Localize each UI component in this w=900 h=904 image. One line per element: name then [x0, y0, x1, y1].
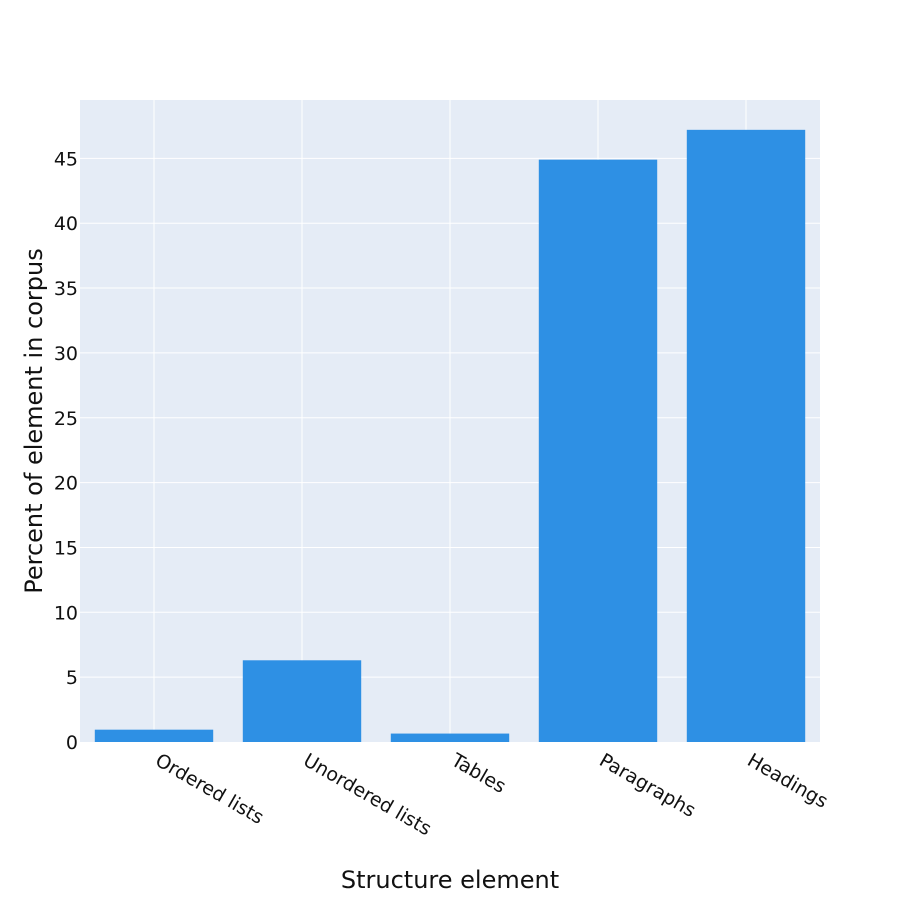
- x-tick-label: Unordered lists: [300, 749, 436, 840]
- y-tick-label: 0: [66, 732, 78, 754]
- y-tick-label: 45: [54, 148, 78, 170]
- y-tick-label: 20: [54, 473, 78, 495]
- x-tick-label: Paragraphs: [596, 749, 700, 822]
- bar-paragraphs: [538, 159, 658, 743]
- bar-unordered-lists: [242, 660, 362, 742]
- y-tick-label: 40: [54, 213, 78, 235]
- y-tick-label: 5: [66, 667, 78, 689]
- y-axis-ticks: 0 5 10 15 20 25 30 35 40 45: [54, 148, 78, 754]
- x-tick-label: Headings: [744, 749, 832, 813]
- y-tick-label: 10: [54, 602, 78, 624]
- bar-headings: [686, 129, 806, 742]
- x-axis-title: Structure element: [341, 866, 559, 894]
- x-tick-label: Ordered lists: [152, 749, 268, 829]
- y-tick-label: 35: [54, 278, 78, 300]
- bar-ordered-lists: [94, 729, 214, 742]
- y-tick-label: 30: [54, 343, 78, 365]
- bar-tables: [390, 733, 510, 742]
- bars: [94, 129, 806, 743]
- x-tick-label: Tables: [447, 749, 510, 798]
- y-tick-label: 15: [54, 537, 78, 559]
- y-axis-title: Percent of element in corpus: [20, 248, 48, 594]
- x-axis-ticks: Ordered lists Unordered lists Tables Paragr…: [152, 749, 832, 840]
- y-tick-label: 25: [54, 408, 78, 430]
